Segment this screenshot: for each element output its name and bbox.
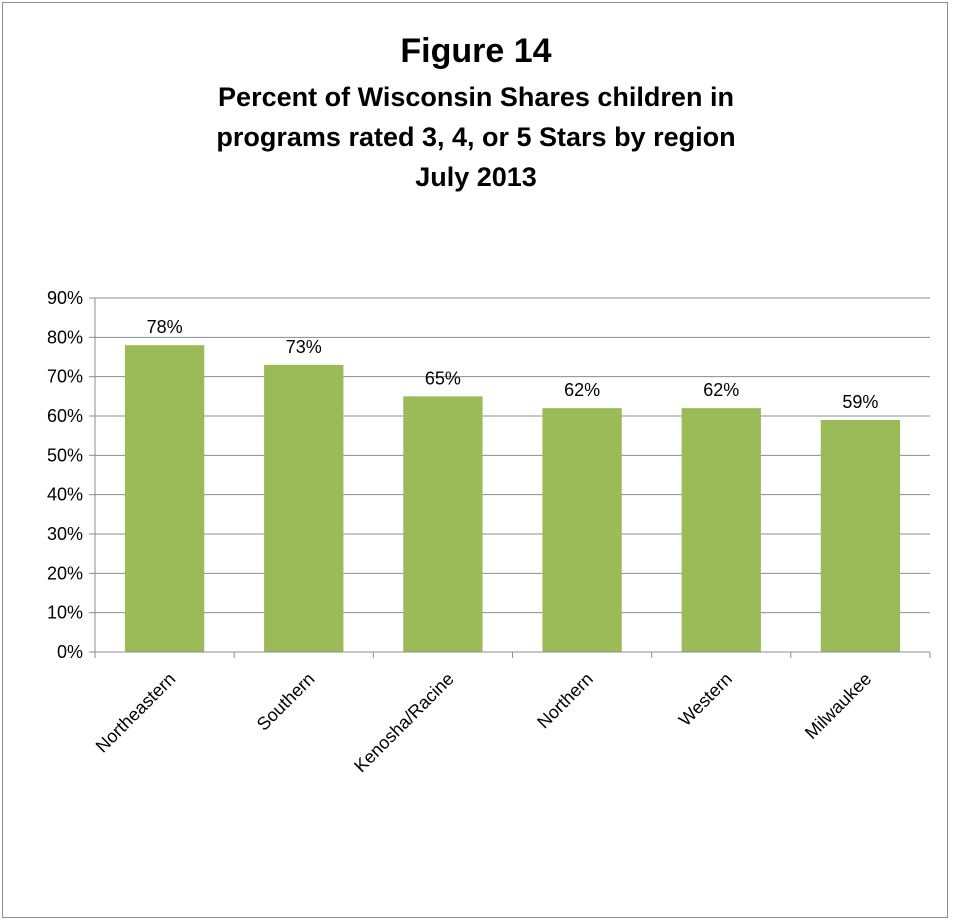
- y-tick-label: 80%: [47, 327, 83, 347]
- y-tick-label: 20%: [47, 563, 83, 583]
- y-tick-label: 90%: [47, 288, 83, 308]
- y-tick-label: 30%: [47, 524, 83, 544]
- x-tick-label: Northeastern: [92, 669, 180, 757]
- y-tick-label: 50%: [47, 445, 83, 465]
- y-tick-label: 60%: [47, 406, 83, 426]
- x-tick-label: Northern: [533, 669, 597, 733]
- x-tick-label: Milwaukee: [801, 669, 875, 743]
- chart-subtitle-line-3: July 2013: [415, 162, 537, 192]
- y-tick-label: 70%: [47, 367, 83, 387]
- data-label: 65%: [425, 368, 461, 388]
- data-label: 73%: [286, 337, 322, 357]
- data-label: 59%: [842, 392, 878, 412]
- data-label: 62%: [703, 380, 739, 400]
- title-block: Figure 14 Percent of Wisconsin Shares ch…: [3, 31, 949, 197]
- x-tick-label: Kenosha/Racine: [350, 669, 458, 777]
- bar: [542, 408, 622, 652]
- bar: [403, 396, 483, 652]
- bar: [264, 364, 344, 652]
- data-label: 62%: [564, 380, 600, 400]
- bar: [681, 408, 761, 652]
- bar: [124, 345, 205, 652]
- y-tick-label: 40%: [47, 485, 83, 505]
- chart-title: Figure 14: [400, 32, 552, 70]
- y-tick-label: 10%: [47, 603, 83, 623]
- chart-subtitle-line-1: Percent of Wisconsin Shares children in: [218, 82, 734, 112]
- bar: [820, 419, 901, 652]
- chart-subtitle-line-2: programs rated 3, 4, or 5 Stars by regio…: [216, 122, 736, 152]
- y-tick-label: 0%: [57, 642, 83, 662]
- x-tick-label: Western: [675, 669, 736, 730]
- x-tick-label: Southern: [253, 669, 319, 735]
- data-label: 78%: [147, 317, 183, 337]
